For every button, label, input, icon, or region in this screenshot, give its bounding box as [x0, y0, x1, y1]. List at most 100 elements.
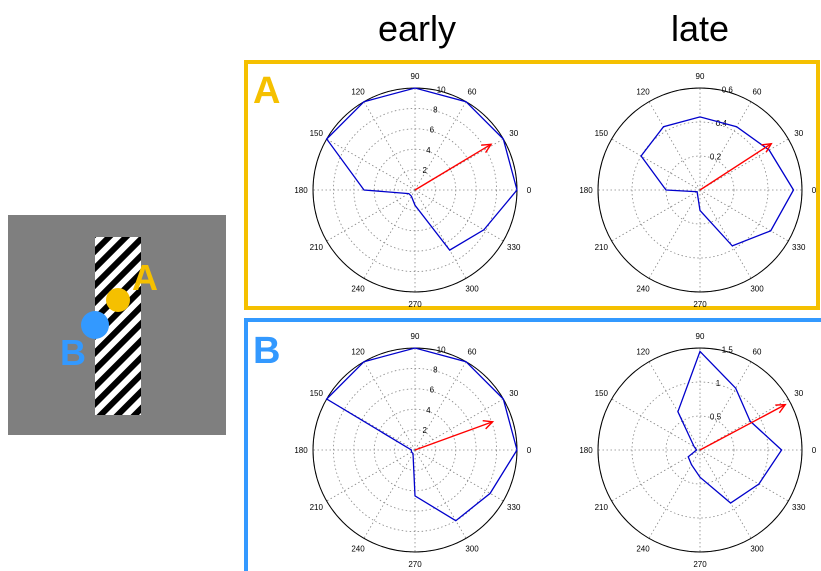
polar-spoke: [699, 361, 752, 451]
polar-spoke: [414, 449, 504, 502]
radial-tick-label: 2: [423, 426, 428, 435]
column-header-late: late: [671, 8, 730, 49]
stimulus-point-b: [81, 311, 109, 339]
mean-vector-arrowhead: [761, 142, 773, 153]
polar-spoke: [611, 189, 701, 242]
angle-tick-label: 180: [294, 446, 308, 455]
polar-spoke: [414, 361, 467, 451]
polar-spoke: [648, 361, 701, 451]
angle-tick-label: 330: [507, 503, 521, 512]
column-header-early: early: [378, 8, 457, 49]
angle-tick-label: 30: [509, 389, 518, 398]
angle-tick-label: 90: [411, 72, 420, 81]
polar-spoke: [414, 101, 467, 191]
radial-tick-label: 8: [433, 366, 438, 375]
polar-spoke: [699, 449, 752, 539]
polar-chart-b-early: 0 30 60 90 120 150 180 210 240 270 300 330 2 4 6 8 10: [294, 332, 532, 569]
angle-tick-label: 60: [468, 347, 477, 356]
panel-b-frame: [244, 318, 821, 571]
angle-tick-label: 300: [750, 285, 764, 294]
radial-tick-label: 4: [426, 406, 431, 415]
polar-ring: [333, 368, 497, 532]
angle-tick-label: 330: [792, 243, 806, 252]
angle-tick-label: 120: [351, 347, 365, 356]
stimulus-label-a: A: [132, 257, 158, 298]
polar-spoke: [414, 398, 504, 451]
tuning-curve: [325, 87, 518, 251]
polar-spoke: [326, 449, 416, 502]
angle-tick-label: 30: [794, 129, 803, 138]
angle-tick-label: 330: [507, 243, 521, 252]
panel-a-label: A: [253, 70, 281, 112]
polar-outer-circle: [597, 347, 803, 553]
polar-chart-b-late: 0 30 60 90 120 150 180 210 240 270 300 330 0.5 1 1.5: [579, 332, 817, 569]
angle-tick-label: 300: [750, 545, 764, 554]
angle-tick-label: 60: [753, 347, 762, 356]
angle-tick-label: 240: [636, 545, 650, 554]
mean-vector-arrow: [699, 404, 786, 451]
radial-tick-label: 8: [433, 106, 438, 115]
radial-tick-label: 0.5: [710, 413, 722, 422]
angle-tick-label: 300: [465, 285, 479, 294]
radial-tick-label: 0.2: [710, 153, 722, 162]
angle-tick-label: 0: [527, 446, 532, 455]
polar-ring: [631, 381, 769, 519]
polar-ring: [353, 128, 477, 252]
polar-ring: [333, 108, 497, 272]
mean-vector-arrow: [414, 143, 492, 191]
angle-tick-label: 0: [812, 186, 817, 195]
angle-tick-label: 150: [595, 389, 609, 398]
angle-tick-label: 270: [408, 560, 422, 569]
polar-spoke: [648, 189, 701, 279]
angle-tick-label: 60: [753, 87, 762, 96]
polar-spoke: [699, 189, 752, 279]
radial-tick-label: 10: [437, 86, 446, 95]
angle-tick-label: 240: [351, 285, 365, 294]
angle-tick-label: 270: [693, 300, 707, 309]
angle-tick-label: 180: [294, 186, 308, 195]
radial-tick-label: 1.5: [722, 346, 734, 355]
polar-spoke: [611, 449, 701, 502]
angle-tick-label: 150: [310, 129, 324, 138]
polar-spoke: [699, 189, 789, 242]
angle-tick-label: 150: [595, 129, 609, 138]
angle-tick-label: 30: [509, 129, 518, 138]
polar-ring: [373, 408, 457, 492]
polar-spoke: [611, 398, 701, 451]
polar-ring: [631, 121, 769, 259]
polar-spoke: [699, 449, 789, 502]
angle-tick-label: 210: [595, 243, 609, 252]
angle-tick-label: 270: [408, 300, 422, 309]
angle-tick-label: 210: [310, 503, 324, 512]
polar-ring: [665, 155, 735, 225]
angle-tick-label: 240: [351, 545, 365, 554]
angle-tick-label: 0: [527, 186, 532, 195]
radial-tick-label: 2: [423, 166, 428, 175]
polar-chart-a-early: 0 30 60 90 120 150 180 210 240 270 300 330 2 4 6 8 10: [294, 72, 532, 309]
panel-a-frame: [244, 60, 820, 310]
radial-tick-label: 6: [430, 126, 435, 135]
polar-outer-circle: [597, 87, 803, 293]
mean-vector-arrow: [699, 143, 772, 191]
polar-spoke: [611, 138, 701, 191]
angle-tick-label: 180: [579, 186, 593, 195]
mean-vector-arrowhead: [481, 143, 493, 154]
polar-spoke: [363, 449, 416, 539]
polar-spoke: [326, 189, 416, 242]
polar-spoke: [326, 138, 416, 191]
polar-spoke: [414, 189, 467, 279]
angle-tick-label: 0: [812, 446, 817, 455]
mean-vector-arrow: [414, 421, 493, 451]
radial-tick-label: 6: [430, 386, 435, 395]
angle-tick-label: 330: [792, 503, 806, 512]
polar-spoke: [363, 189, 416, 279]
polar-spoke: [363, 361, 416, 451]
angle-tick-label: 300: [465, 545, 479, 554]
stimulus-point-a: [106, 288, 130, 312]
polar-spoke: [414, 189, 504, 242]
angle-tick-label: 120: [636, 347, 650, 356]
radial-tick-label: 10: [437, 346, 446, 355]
polar-spoke: [648, 449, 701, 539]
tuning-curve: [677, 350, 783, 504]
radial-tick-label: 0.4: [716, 119, 728, 128]
